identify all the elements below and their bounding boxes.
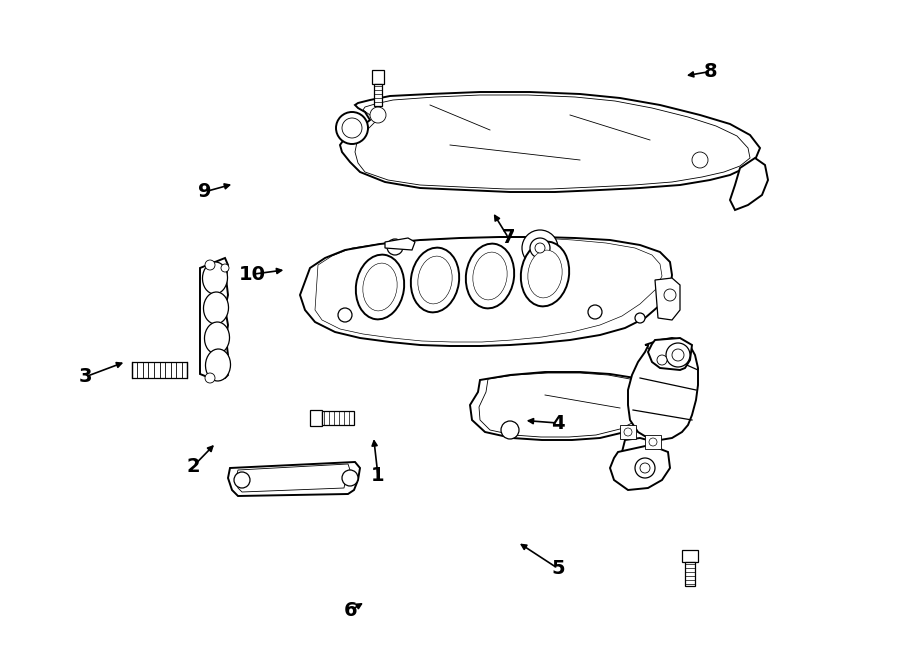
Circle shape	[336, 112, 368, 144]
Polygon shape	[385, 238, 415, 250]
Polygon shape	[228, 462, 360, 496]
Bar	[645, 435, 661, 449]
Ellipse shape	[472, 252, 508, 300]
Text: 10: 10	[238, 265, 266, 284]
Text: 2: 2	[186, 457, 201, 475]
Circle shape	[387, 239, 403, 255]
Bar	[372, 70, 384, 84]
Ellipse shape	[203, 292, 229, 324]
Polygon shape	[628, 338, 698, 440]
Bar	[310, 410, 322, 426]
Circle shape	[205, 260, 215, 270]
Circle shape	[522, 230, 558, 266]
Bar	[322, 411, 354, 425]
Circle shape	[635, 313, 645, 323]
Ellipse shape	[527, 250, 562, 298]
Circle shape	[635, 458, 655, 478]
Ellipse shape	[466, 244, 514, 309]
Text: 4: 4	[551, 414, 565, 432]
Circle shape	[221, 264, 229, 272]
Polygon shape	[200, 258, 228, 380]
Circle shape	[657, 355, 667, 365]
Polygon shape	[622, 438, 660, 472]
Ellipse shape	[205, 349, 230, 381]
Circle shape	[672, 349, 684, 361]
Polygon shape	[470, 372, 658, 440]
Bar	[682, 550, 698, 562]
Circle shape	[530, 238, 550, 258]
Bar	[132, 362, 187, 378]
Bar	[685, 562, 695, 586]
Circle shape	[501, 421, 519, 439]
Text: 6: 6	[344, 601, 358, 619]
Text: 5: 5	[551, 559, 565, 578]
Ellipse shape	[363, 263, 397, 311]
Polygon shape	[300, 237, 672, 346]
Polygon shape	[655, 278, 680, 320]
Polygon shape	[610, 445, 670, 490]
Polygon shape	[730, 158, 768, 210]
Circle shape	[640, 463, 650, 473]
Circle shape	[338, 308, 352, 322]
Circle shape	[664, 289, 676, 301]
Circle shape	[205, 373, 215, 383]
Text: 9: 9	[199, 182, 212, 201]
Ellipse shape	[410, 248, 459, 313]
Circle shape	[649, 438, 657, 446]
Ellipse shape	[521, 242, 569, 306]
Circle shape	[588, 305, 602, 319]
Circle shape	[370, 107, 386, 123]
Text: 3: 3	[79, 368, 92, 386]
Bar	[620, 425, 636, 439]
Polygon shape	[648, 338, 692, 370]
Circle shape	[624, 428, 632, 436]
Circle shape	[234, 472, 250, 488]
Text: 1: 1	[371, 467, 385, 485]
Circle shape	[692, 152, 708, 168]
Circle shape	[342, 118, 362, 138]
Ellipse shape	[202, 262, 228, 294]
Polygon shape	[340, 92, 760, 192]
Ellipse shape	[356, 254, 404, 319]
Ellipse shape	[418, 256, 452, 304]
Circle shape	[342, 470, 358, 486]
Text: 7: 7	[501, 229, 515, 247]
Circle shape	[535, 243, 545, 253]
Circle shape	[666, 343, 690, 367]
Bar	[374, 84, 382, 106]
Ellipse shape	[204, 322, 230, 354]
Text: 8: 8	[704, 62, 718, 81]
